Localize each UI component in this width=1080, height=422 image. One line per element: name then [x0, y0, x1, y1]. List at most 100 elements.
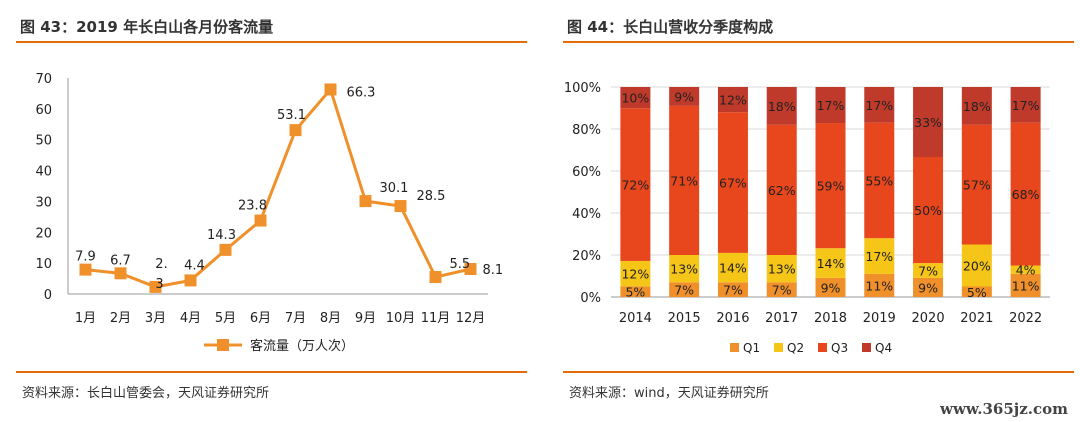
segment-label: 11%	[1012, 278, 1040, 293]
segment-label: 17%	[865, 249, 893, 264]
bar-segment	[961, 244, 992, 287]
x-tick-label: 12月	[456, 311, 486, 326]
data-point	[324, 83, 337, 96]
x-tick-label: 2月	[110, 311, 131, 326]
y-tick-label: 40%	[572, 207, 601, 222]
x-tick-label: 1月	[75, 311, 96, 326]
bar-segment	[717, 282, 748, 297]
segment-label: 33%	[914, 115, 942, 130]
data-point	[184, 274, 197, 287]
data-label: 53.1	[277, 108, 306, 123]
watermark: www.365jz.com	[940, 400, 1068, 418]
bar-segment	[1010, 87, 1041, 123]
x-tick-label: 9月	[355, 311, 376, 326]
bar-segment	[961, 286, 992, 297]
y-tick-label: 30	[35, 195, 52, 210]
data-label: 7.9	[75, 250, 96, 265]
segment-label: 62%	[768, 183, 796, 198]
bar-segment	[961, 87, 992, 125]
segment-label: 9%	[674, 89, 694, 104]
bar-segment	[620, 108, 651, 261]
right-panel: 图 44：长白山营收分季度构成 0% 20% 40% 60% 80% 100% 5% 12% 7…	[547, 0, 1080, 422]
y-tick-label: 80%	[572, 123, 601, 138]
bar-segment	[913, 87, 944, 157]
x-tick-label: 3月	[145, 311, 166, 326]
legend-label: Q4	[875, 341, 892, 355]
bar-segment	[717, 112, 748, 253]
x-tick-label: 2019	[863, 311, 896, 326]
bar-segment	[766, 87, 797, 125]
left-title-rule	[16, 41, 527, 43]
x-tick-label: 4月	[180, 311, 201, 326]
bar-segment	[1010, 265, 1041, 274]
segment-label: 72%	[621, 178, 649, 193]
y-tick-label: 0%	[580, 291, 601, 306]
bar-segment	[864, 238, 895, 274]
data-point	[149, 280, 162, 293]
segment-label: 18%	[963, 99, 991, 114]
segment-label: 18%	[768, 99, 796, 114]
right-source-note: 资料来源：wind，天风证券研究所	[569, 386, 769, 401]
bar-segment	[913, 157, 944, 264]
segment-label: 50%	[914, 203, 942, 218]
legend-label: Q3	[831, 341, 848, 355]
line-chart: 0 10 20 30 40 50 60 70 1月 2月 3月 4月 5月 6月 7月 8月 9月 10月 11月 1…	[35, 72, 503, 354]
segment-label: 14%	[719, 261, 747, 276]
bar-segment	[620, 260, 651, 287]
bar-segment	[669, 255, 700, 283]
right-source-rule	[563, 371, 1074, 373]
segment-label: 14%	[817, 256, 845, 271]
segment-label: 5%	[967, 285, 987, 300]
left-source-rule	[16, 371, 527, 373]
segment-label: 67%	[719, 176, 747, 191]
segment-label: 57%	[963, 178, 991, 193]
x-tick-label: 2021	[960, 311, 993, 326]
segment-label: 17%	[817, 98, 845, 113]
bar-segment	[815, 248, 846, 278]
x-tick-label: 11月	[421, 311, 451, 326]
data-label: 23.8	[238, 199, 267, 214]
segment-label: 12%	[719, 93, 747, 108]
data-point	[114, 267, 127, 280]
bar-segment	[961, 124, 992, 245]
segment-label: 11%	[865, 278, 893, 293]
y-tick-label: 60%	[572, 165, 601, 180]
y-tick-label: 70	[35, 72, 52, 87]
segment-label: 7%	[772, 283, 792, 298]
y-tick-label: 100%	[564, 81, 601, 96]
y-tick-label: 10	[35, 257, 52, 272]
data-label: 4.4	[184, 258, 205, 273]
x-tick-label: 2018	[814, 311, 847, 326]
bar-segment	[815, 123, 846, 249]
y-tick-label: 20	[35, 226, 52, 241]
bar-segment	[864, 122, 895, 239]
data-point	[79, 263, 92, 276]
data-label: 6.7	[110, 253, 131, 268]
segment-label: 68%	[1012, 187, 1040, 202]
data-point	[254, 214, 267, 227]
data-label: 2. 3	[155, 257, 167, 292]
segment-label: 17%	[865, 98, 893, 113]
x-tick-label: 2017	[765, 311, 798, 326]
x-tick-label: 7月	[285, 311, 306, 326]
segment-label: 10%	[621, 91, 649, 106]
x-tick-label: 2022	[1009, 311, 1042, 326]
data-point	[359, 195, 372, 208]
bar-segment	[620, 87, 651, 109]
x-tick-label: 2015	[668, 311, 701, 326]
bar-segment	[669, 105, 700, 256]
data-label: 66.3	[347, 85, 376, 100]
bar-segment	[766, 255, 797, 283]
segment-label: 5%	[625, 285, 645, 300]
x-tick-label: 10月	[386, 311, 416, 326]
x-tick-label: 8月	[320, 311, 341, 326]
segment-label: 9%	[821, 280, 841, 295]
data-label: 28.5	[417, 189, 446, 204]
segment-label: 12%	[621, 267, 649, 282]
bar-segment	[864, 87, 895, 123]
segment-label: 13%	[670, 262, 698, 277]
x-tick-label: 5月	[215, 311, 236, 326]
left-panel: 图 43：2019 年长白山各月份客流量 0 10 20 30 40 50 60 70 1月 2月…	[0, 0, 533, 422]
segment-label: 7%	[674, 283, 694, 298]
segment-label: 71%	[670, 173, 698, 188]
